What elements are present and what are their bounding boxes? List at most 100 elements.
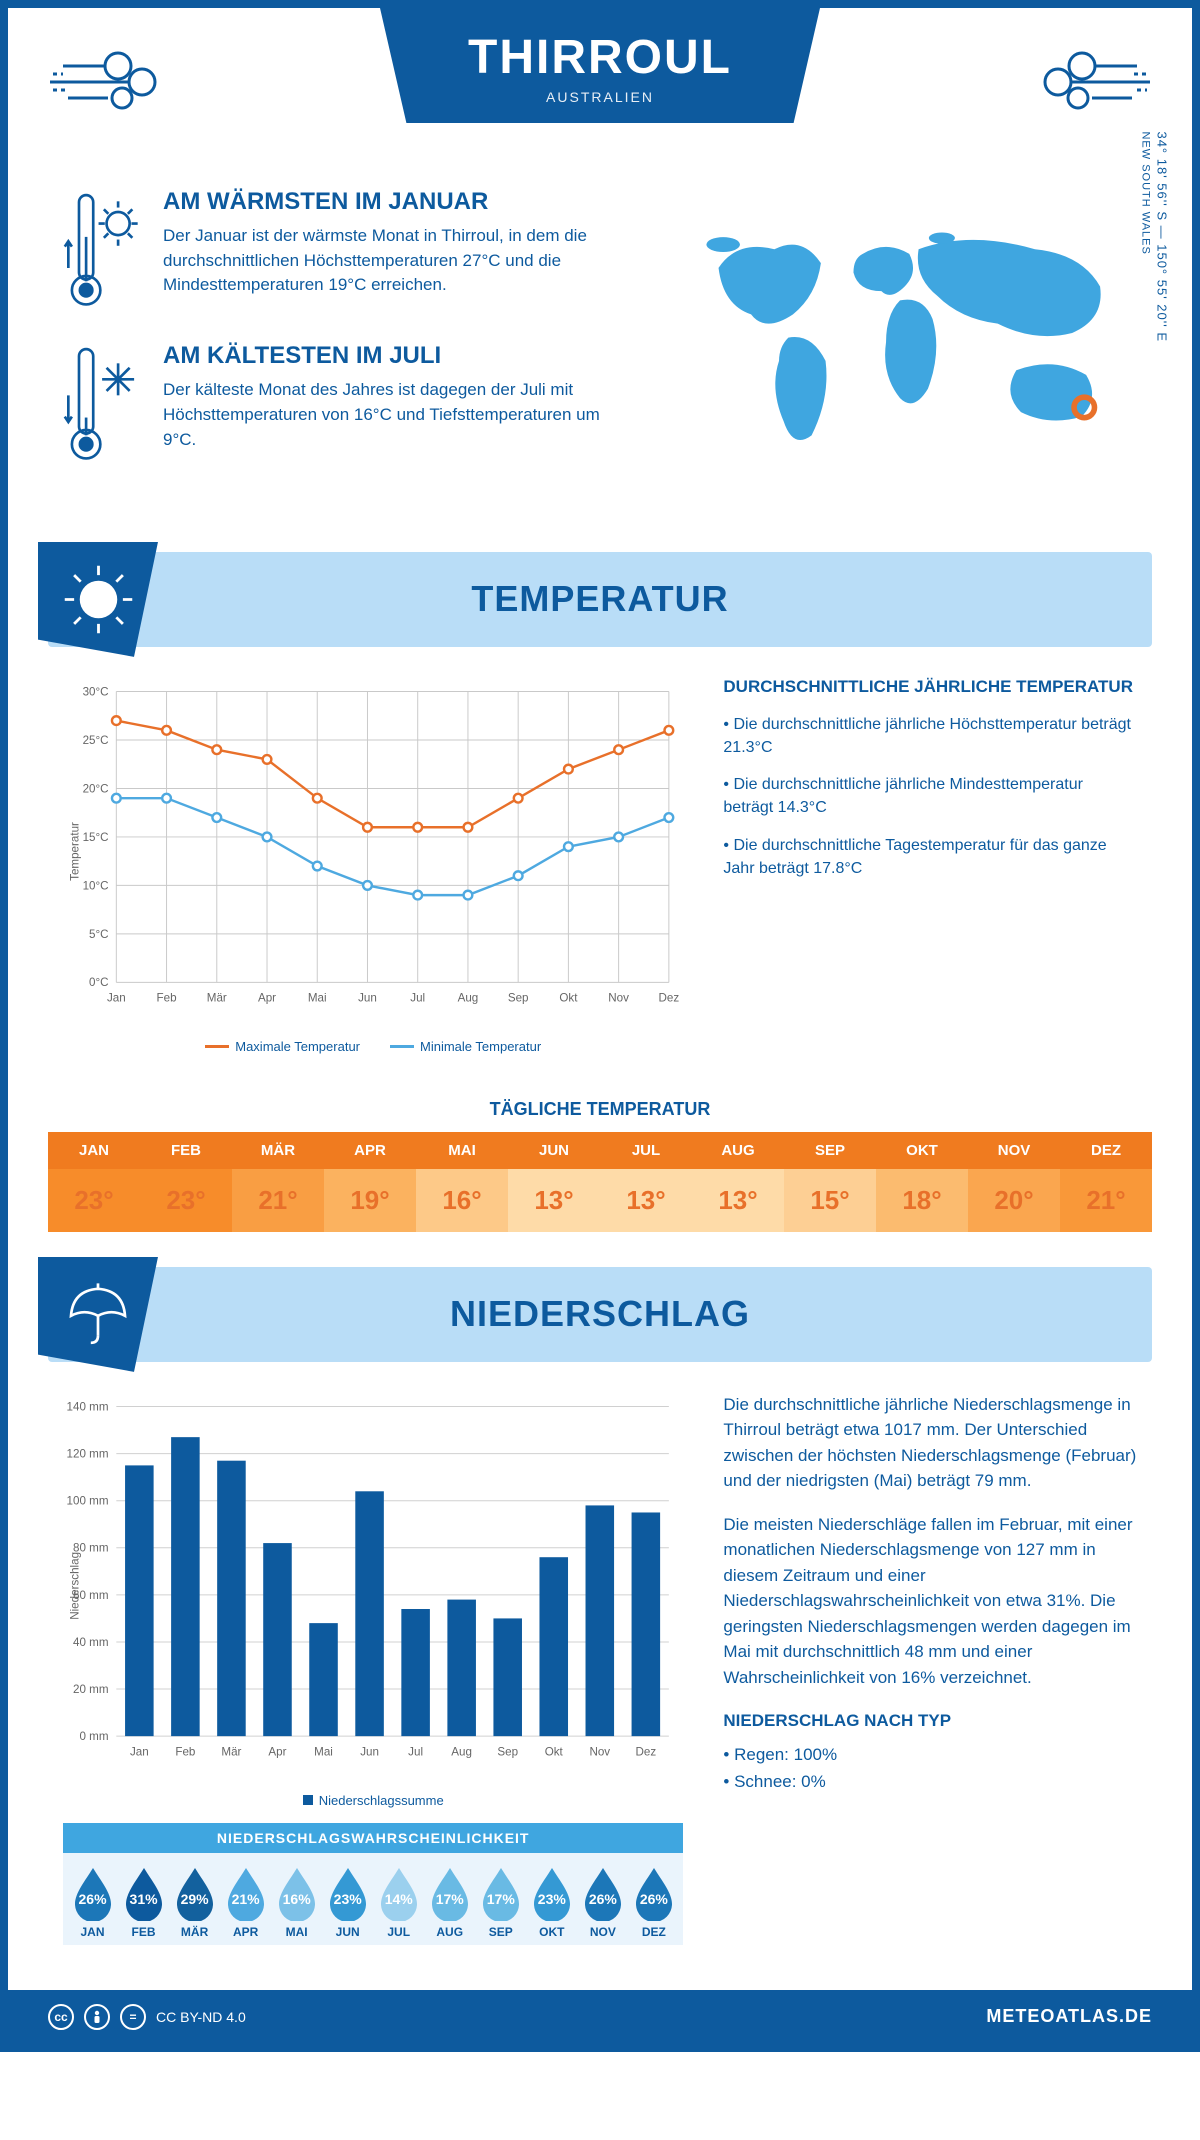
drop-cell: 14%JUL: [375, 1865, 422, 1939]
temp-cell: NOV20°: [968, 1132, 1060, 1232]
svg-text:Dez: Dez: [659, 992, 680, 1005]
svg-text:Nov: Nov: [608, 992, 629, 1005]
wind-icon-right: [1032, 38, 1152, 128]
svg-text:40 mm: 40 mm: [73, 1636, 109, 1649]
drop-cell: 17%AUG: [426, 1865, 473, 1939]
temp-info-b2: • Die durchschnittliche jährliche Mindes…: [723, 773, 1137, 819]
temp-info-b1: • Die durchschnittliche jährliche Höchst…: [723, 713, 1137, 759]
umbrella-icon: [38, 1257, 158, 1372]
drop-cell: 26%JAN: [69, 1865, 116, 1939]
temp-info-title: DURCHSCHNITTLICHE JÄHRLICHE TEMPERATUR: [723, 677, 1137, 697]
svg-text:Mai: Mai: [308, 992, 327, 1005]
precip-p1: Die durchschnittliche jährliche Niedersc…: [723, 1392, 1137, 1494]
temperature-chart: 0°C5°C10°C15°C20°C25°C30°CJanFebMärAprMa…: [63, 677, 683, 1054]
precip-info: Die durchschnittliche jährliche Niedersc…: [723, 1392, 1137, 1945]
svg-text:20°C: 20°C: [83, 782, 109, 795]
svg-text:Jul: Jul: [408, 1745, 423, 1758]
footer: cc = CC BY-ND 4.0 METEOATLAS.DE: [8, 1990, 1192, 2044]
site-name: METEOATLAS.DE: [986, 2006, 1152, 2027]
wind-icon-left: [48, 38, 168, 128]
svg-text:Aug: Aug: [451, 1745, 472, 1758]
coldest-title: AM KÄLTESTEN IM JULI: [163, 342, 632, 370]
drop-cell: 31%FEB: [120, 1865, 167, 1939]
precip-section-header: NIEDERSCHLAG: [48, 1267, 1152, 1362]
precip-probability-box: NIEDERSCHLAGSWAHRSCHEINLICHKEIT 26%JAN31…: [63, 1823, 683, 1945]
precip-legend: Niederschlagssumme: [63, 1793, 683, 1808]
svg-text:Jul: Jul: [410, 992, 425, 1005]
svg-text:Okt: Okt: [545, 1745, 564, 1758]
precip-chart-column: 0 mm20 mm40 mm60 mm80 mm100 mm120 mm140 …: [63, 1392, 683, 1945]
drop-cell: 29%MÄR: [171, 1865, 218, 1939]
svg-text:0°C: 0°C: [89, 976, 109, 989]
drop-cell: 26%DEZ: [630, 1865, 677, 1939]
svg-text:100 mm: 100 mm: [67, 1494, 109, 1507]
temp-cell: APR19°: [324, 1132, 416, 1232]
precip-type-title: NIEDERSCHLAG NACH TYP: [723, 1708, 1137, 1734]
precip-title: NIEDERSCHLAG: [450, 1293, 750, 1335]
temperature-area: 0°C5°C10°C15°C20°C25°C30°CJanFebMärAprMa…: [8, 677, 1192, 1084]
svg-text:140 mm: 140 mm: [67, 1400, 109, 1413]
temperature-section-header: TEMPERATUR: [48, 552, 1152, 647]
temperature-title: TEMPERATUR: [471, 578, 728, 620]
precip-prob-drops: 26%JAN31%FEB29%MÄR21%APR16%MAI23%JUN14%J…: [63, 1853, 683, 1945]
location-subtitle: AUSTRALIEN: [380, 89, 820, 105]
svg-text:Mär: Mär: [207, 992, 227, 1005]
thermometer-hot-icon: [63, 188, 143, 312]
svg-text:120 mm: 120 mm: [67, 1447, 109, 1460]
svg-text:Jun: Jun: [358, 992, 377, 1005]
world-map-icon: [672, 212, 1137, 473]
title-banner: THIRROUL AUSTRALIEN: [380, 8, 820, 123]
temp-cell: MAI16°: [416, 1132, 508, 1232]
precip-type1: • Regen: 100%: [723, 1742, 1137, 1768]
temp-cell: JUN13°: [508, 1132, 600, 1232]
infographic-frame: THIRROUL AUSTRALIEN: [0, 0, 1200, 2052]
drop-cell: 26%NOV: [579, 1865, 626, 1939]
temp-cell: JAN23°: [48, 1132, 140, 1232]
summary-column: AM WÄRMSTEN IM JANUAR Der Januar ist der…: [63, 188, 632, 497]
svg-text:Jan: Jan: [107, 992, 126, 1005]
temp-cell: DEZ21°: [1060, 1132, 1152, 1232]
by-icon: [84, 2004, 110, 2030]
svg-text:Apr: Apr: [268, 1745, 286, 1758]
svg-text:Apr: Apr: [258, 992, 276, 1005]
svg-text:Mai: Mai: [314, 1745, 333, 1758]
precip-p2: Die meisten Niederschläge fallen im Febr…: [723, 1512, 1137, 1691]
svg-text:30°C: 30°C: [83, 685, 109, 698]
svg-text:15°C: 15°C: [83, 831, 109, 844]
license-text: CC BY-ND 4.0: [156, 2009, 246, 2025]
thermometer-cold-icon: [63, 342, 143, 466]
svg-text:Nov: Nov: [589, 1745, 610, 1758]
svg-text:Dez: Dez: [635, 1745, 656, 1758]
warmest-title: AM WÄRMSTEN IM JANUAR: [163, 188, 632, 216]
drop-cell: 23%OKT: [528, 1865, 575, 1939]
svg-text:Feb: Feb: [175, 1745, 195, 1758]
temp-cell: JUL13°: [600, 1132, 692, 1232]
precip-type2: • Schnee: 0%: [723, 1769, 1137, 1795]
warmest-block: AM WÄRMSTEN IM JANUAR Der Januar ist der…: [63, 188, 632, 312]
svg-text:Sep: Sep: [508, 992, 529, 1005]
temperature-info: DURCHSCHNITTLICHE JÄHRLICHE TEMPERATUR •…: [723, 677, 1137, 1054]
svg-text:5°C: 5°C: [89, 928, 109, 941]
coldest-block: AM KÄLTESTEN IM JULI Der kälteste Monat …: [63, 342, 632, 466]
map-column: 34° 18' 56'' S — 150° 55' 20'' E NEW SOU…: [672, 188, 1137, 497]
svg-text:25°C: 25°C: [83, 734, 109, 747]
header: THIRROUL AUSTRALIEN: [8, 8, 1192, 188]
location-title: THIRROUL: [380, 30, 820, 85]
nd-icon: =: [120, 2004, 146, 2030]
svg-text:10°C: 10°C: [83, 879, 109, 892]
drop-cell: 16%MAI: [273, 1865, 320, 1939]
license-block: cc = CC BY-ND 4.0: [48, 2004, 246, 2030]
svg-text:Okt: Okt: [559, 992, 578, 1005]
temp-cell: SEP15°: [784, 1132, 876, 1232]
coldest-text: Der kälteste Monat des Jahres ist dagege…: [163, 378, 632, 452]
drop-cell: 23%JUN: [324, 1865, 371, 1939]
sun-icon: [38, 542, 158, 657]
svg-text:Temperatur: Temperatur: [69, 822, 82, 881]
temp-cell: MÄR21°: [232, 1132, 324, 1232]
svg-text:Jan: Jan: [130, 1745, 149, 1758]
svg-text:0 mm: 0 mm: [80, 1730, 109, 1743]
temp-info-b3: • Die durchschnittliche Tagestemperatur …: [723, 834, 1137, 880]
summary-row: AM WÄRMSTEN IM JANUAR Der Januar ist der…: [8, 188, 1192, 527]
daily-temp-title: TÄGLICHE TEMPERATUR: [8, 1099, 1192, 1120]
svg-text:Jun: Jun: [360, 1745, 379, 1758]
